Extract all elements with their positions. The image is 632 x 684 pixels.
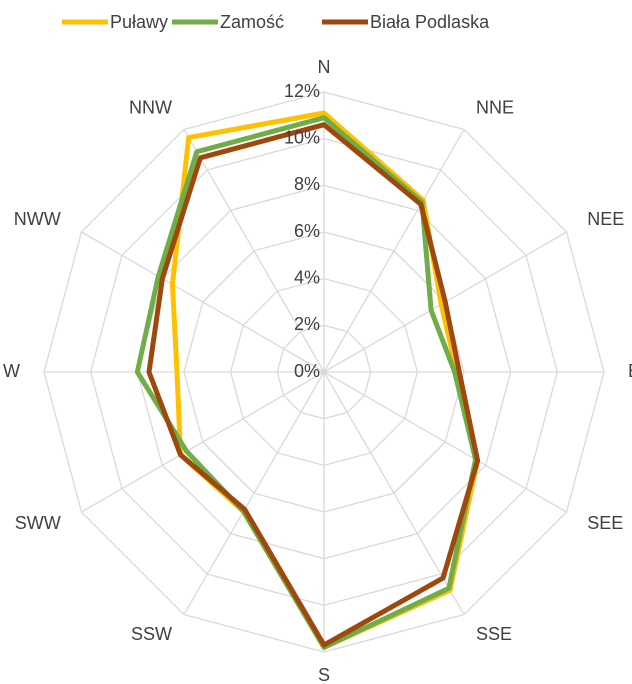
spoke xyxy=(323,129,465,373)
spoke xyxy=(81,371,325,513)
category-label: SSW xyxy=(131,624,172,644)
tick-label: 12% xyxy=(284,81,320,101)
category-label: S xyxy=(318,665,330,684)
tick-label: 2% xyxy=(294,314,320,334)
category-label: NNW xyxy=(129,97,172,117)
tick-label: 4% xyxy=(294,267,320,287)
category-label: NNE xyxy=(476,97,514,117)
tick-label: 10% xyxy=(284,127,320,147)
category-label: SSE xyxy=(476,624,512,644)
category-label: W xyxy=(3,361,20,381)
category-label: SEE xyxy=(587,513,623,533)
category-label: NWW xyxy=(14,209,61,229)
category-label: NEE xyxy=(587,209,624,229)
category-label: E xyxy=(628,361,632,381)
tick-label: 6% xyxy=(294,221,320,241)
spoke xyxy=(323,371,465,615)
spoke xyxy=(183,371,325,615)
tick-label: 8% xyxy=(294,174,320,194)
tick-label: 0% xyxy=(294,361,320,381)
category-label: SWW xyxy=(15,513,61,533)
spoke xyxy=(323,371,567,513)
legend-label: Puławy xyxy=(110,12,168,32)
spoke xyxy=(183,129,325,373)
series-line xyxy=(169,110,481,650)
series-line xyxy=(146,122,481,648)
legend-label: Zamość xyxy=(220,12,284,32)
legend-label: Biała Podlaska xyxy=(370,12,490,32)
spoke xyxy=(81,231,325,373)
category-label: N xyxy=(318,57,331,77)
